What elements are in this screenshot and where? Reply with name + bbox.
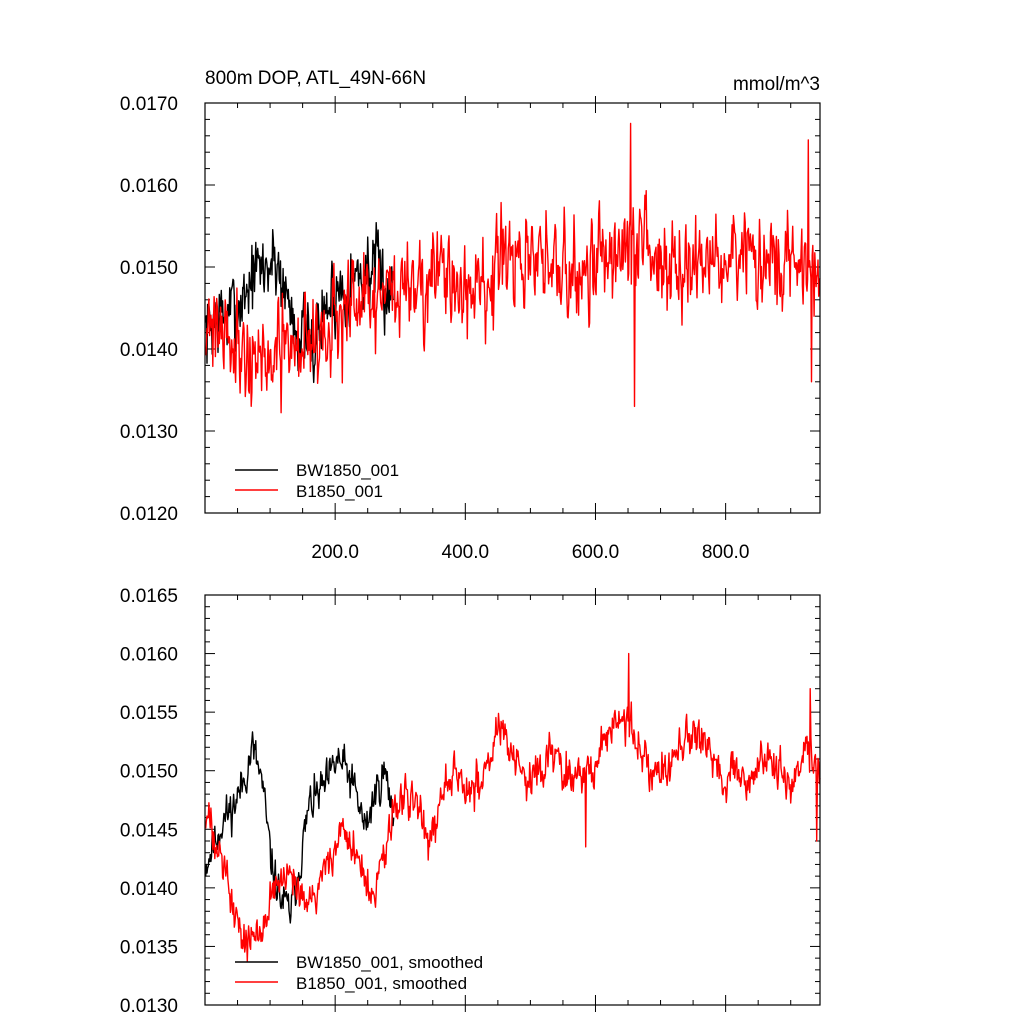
- bottom-panel-series: [205, 652, 821, 962]
- y-tick-label: 0.0150: [120, 762, 178, 783]
- bottom-legend-label-bw1850: BW1850_001, smoothed: [296, 953, 483, 972]
- bottom-panel-legend: BW1850_001, smoothed B1850_001, smoothed: [235, 953, 483, 993]
- top-panel-ticks: 0.0120 0.0130 0.0140 0.0150 0.0160 0.0170 200.…: [120, 94, 820, 563]
- y-tick-label: 0.0130: [120, 422, 178, 443]
- y-tick-label: 0.0170: [120, 94, 178, 115]
- bottom-panel-ticks: 0.0130 0.0135 0.0140 0.0145 0.0150 0.0155 0.01…: [120, 586, 820, 1017]
- y-tick-label: 0.0145: [120, 820, 178, 841]
- x-tick-label: 400.0: [442, 542, 490, 563]
- top-legend-label-bw1850: BW1850_001: [296, 461, 399, 480]
- x-tick-label: 600.0: [572, 542, 620, 563]
- y-tick-label: 0.0160: [120, 176, 178, 197]
- bottom-panel: 0.0130 0.0135 0.0140 0.0145 0.0150 0.0155 0.01…: [120, 586, 821, 1017]
- y-tick-label: 0.0120: [120, 504, 178, 525]
- y-tick-label: 0.0140: [120, 340, 178, 361]
- x-tick-label: 800.0: [702, 542, 750, 563]
- series-line-bw1850-001-smoothed: [205, 731, 395, 924]
- y-tick-label: 0.0155: [120, 703, 178, 724]
- top-legend-label-b1850: B1850_001: [296, 482, 383, 501]
- y-tick-label: 0.0150: [120, 258, 178, 279]
- series-line-b1850-001-smoothed: [205, 652, 821, 962]
- y-tick-label: 0.0160: [120, 645, 178, 666]
- y-tick-label: 0.0135: [120, 937, 178, 958]
- top-panel-title: 800m DOP, ATL_49N-66N: [205, 68, 426, 89]
- top-panel-legend: BW1850_001 B1850_001: [235, 461, 399, 501]
- series-line-b1850-001: [205, 122, 821, 414]
- y-tick-label: 0.0140: [120, 879, 178, 900]
- top-panel-frame: [204, 102, 821, 514]
- top-panel-units: mmol/m^3: [733, 74, 820, 95]
- x-tick-label: 200.0: [311, 542, 359, 563]
- y-tick-label: 0.0130: [120, 996, 178, 1017]
- top-panel: 800m DOP, ATL_49N-66N mmol/m^3 0.01200.0…: [120, 68, 821, 563]
- bottom-legend-label-b1850: B1850_001, smoothed: [296, 974, 467, 993]
- top-panel-series: [205, 122, 821, 414]
- y-tick-label: 0.0165: [120, 586, 178, 607]
- bottom-panel-frame: [204, 594, 821, 1006]
